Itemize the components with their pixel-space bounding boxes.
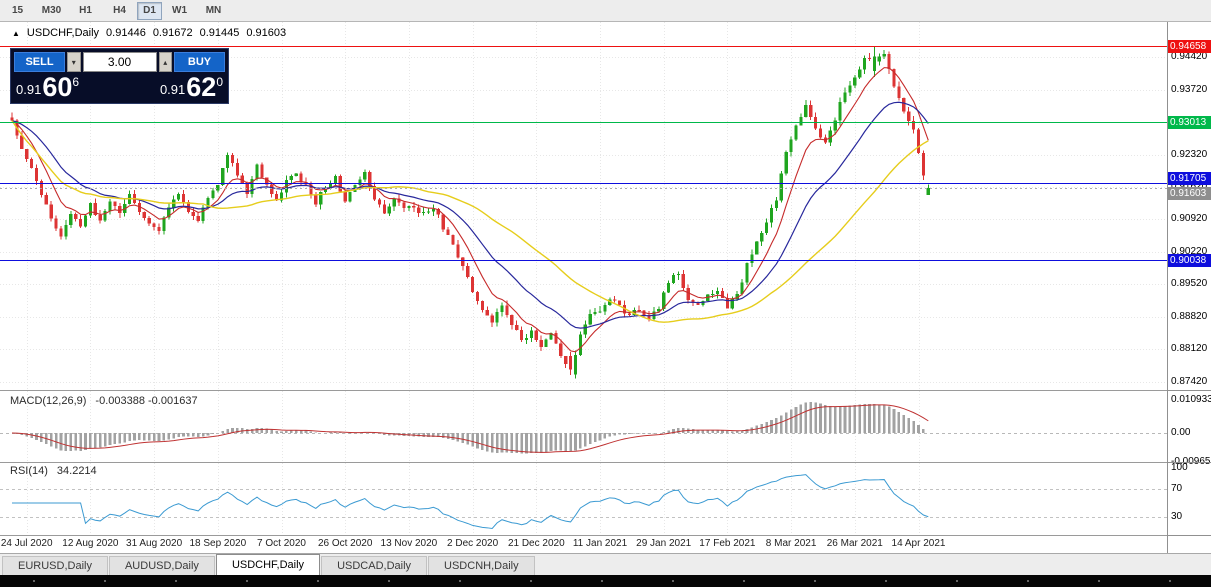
price-tag-label: 0.93013 <box>1168 116 1211 129</box>
rsi-axis-label: 70 <box>1171 483 1183 494</box>
buy-price-big: 62 <box>186 72 217 102</box>
date-label: 21 Dec 2020 <box>507 538 565 549</box>
pane-divider <box>1168 462 1211 463</box>
timeframe-button-h4[interactable]: H4 <box>113 5 126 16</box>
timeframe-button-15[interactable]: 15 <box>11 5 24 16</box>
sell-price-pip: 6 <box>72 75 80 89</box>
rsi-indicator-label: RSI(14) 34.2214 <box>10 465 97 477</box>
date-label: 18 Sep 2020 <box>189 538 247 549</box>
collapse-arrow-icon[interactable]: ▲ <box>12 28 20 38</box>
date-label: 14 Apr 2021 <box>891 538 946 549</box>
chevron-up-icon: ▴ <box>163 57 168 67</box>
taskbar <box>0 575 1211 587</box>
macd-pane <box>0 402 1167 454</box>
macd-axis-label: 0.00 <box>1171 427 1191 438</box>
low-value: 0.91445 <box>199 27 240 39</box>
chart-tab-bar: EURUSD,Daily AUDUSD,Daily USDCHF,Daily USDC… <box>0 553 1211 575</box>
price-tick-label: 0.88820 <box>1171 311 1208 322</box>
symbol-name: USDCHF,Daily <box>26 27 100 39</box>
price-tag-label: 0.94658 <box>1168 40 1211 53</box>
sell-price-big: 60 <box>42 72 73 102</box>
price-tag-label: 0.90038 <box>1168 254 1211 267</box>
price-tick-label: 0.90920 <box>1171 213 1208 224</box>
buy-price-pip: 0 <box>216 75 223 89</box>
timeframe-toolbar: 15 M30 H1 H4 D1 W1 MN <box>0 0 1211 22</box>
timeframe-button-d1[interactable]: D1 <box>137 1 162 20</box>
timeframe-button-w1[interactable]: W1 <box>172 5 187 16</box>
timeframe-button-h1[interactable]: H1 <box>79 5 92 16</box>
rsi-pane <box>0 474 1167 530</box>
date-label: 26 Mar 2021 <box>826 538 883 549</box>
price-tick-label: 0.93720 <box>1171 84 1208 95</box>
date-label: 26 Oct 2020 <box>317 538 373 549</box>
volume-increase-button[interactable]: ▴ <box>158 52 172 72</box>
date-label: 12 Aug 2020 <box>62 538 119 549</box>
chart-tab-usdcnh[interactable]: USDCNH,Daily <box>428 556 535 575</box>
macd-name: MACD(12,26,9) <box>10 395 87 407</box>
price-tag-label: 0.91705 <box>1168 172 1211 185</box>
volume-input[interactable] <box>82 52 157 72</box>
price-tick-label: 0.87420 <box>1171 376 1208 387</box>
date-label: 2 Dec 2020 <box>447 538 499 549</box>
moving-average-21 <box>11 101 929 329</box>
date-label: 17 Feb 2021 <box>699 538 756 549</box>
date-label: 31 Aug 2020 <box>126 538 183 549</box>
macd-indicator-label: MACD(12,26,9) -0.003388 -0.001637 <box>10 395 198 407</box>
price-scale[interactable]: 0.944200.937200.930200.923200.916200.909… <box>1167 22 1211 553</box>
moving-average-8 <box>11 67 929 353</box>
buy-price-display[interactable]: 0.91 62 0 <box>159 72 223 102</box>
macd-axis-label: -0.00965 <box>1171 456 1210 468</box>
timeframe-button-mn[interactable]: MN <box>205 5 222 16</box>
close-value: 0.91603 <box>246 27 287 39</box>
volume-decrease-button[interactable]: ▾ <box>67 52 81 72</box>
pane-divider <box>1168 390 1211 391</box>
date-label: 24 Jul 2020 <box>0 538 53 549</box>
price-chart-canvas[interactable] <box>0 22 1167 553</box>
timeframe-button-m30[interactable]: M30 <box>41 5 62 16</box>
high-value: 0.91672 <box>152 27 193 39</box>
buy-price-prefix: 0.91 <box>159 82 186 97</box>
rsi-axis-label: 100 <box>1171 462 1188 473</box>
rsi-axis-label: 30 <box>1171 511 1183 522</box>
date-label: 29 Jan 2021 <box>636 538 692 549</box>
macd-axis-label: 0.010933 <box>1171 394 1211 405</box>
price-tick-label: 0.92320 <box>1171 149 1208 160</box>
sell-price-display[interactable]: 0.91 60 6 <box>16 72 80 102</box>
price-tick-label: 0.94420 <box>1171 51 1208 62</box>
price-tick-label: 0.89520 <box>1171 278 1208 289</box>
chart-tab-usdcad[interactable]: USDCAD,Daily <box>321 556 428 575</box>
moving-average-40 <box>11 120 929 323</box>
price-tick-label: 0.88120 <box>1171 343 1208 354</box>
price-tag-label: 0.91603 <box>1168 187 1211 200</box>
date-label: 7 Oct 2020 <box>257 538 306 549</box>
price-tick-label: 0.90220 <box>1171 246 1208 257</box>
sell-button[interactable]: SELL <box>14 52 65 72</box>
date-label: 11 Jan 2021 <box>572 538 628 549</box>
pane-divider <box>1168 535 1211 536</box>
symbol-ohlc-readout: ▲ USDCHF,Daily 0.91446 0.91672 0.91445 0… <box>12 27 286 39</box>
chevron-down-icon: ▾ <box>71 57 76 67</box>
macd-values: -0.003388 -0.001637 <box>95 395 198 407</box>
buy-button[interactable]: BUY <box>174 52 225 72</box>
rsi-value: 34.2214 <box>56 465 97 477</box>
rsi-name: RSI(14) <box>10 465 48 477</box>
open-value: 0.91446 <box>106 27 146 39</box>
chart-tab-usdchf[interactable]: USDCHF,Daily <box>215 554 321 575</box>
chart-tab-eurusd[interactable]: EURUSD,Daily <box>2 556 108 575</box>
chart-region: 0.944200.937200.930200.923200.916200.909… <box>0 22 1211 553</box>
date-label: 8 Mar 2021 <box>765 538 817 549</box>
chart-tab-audusd[interactable]: AUDUSD,Daily <box>108 556 215 575</box>
sell-price-prefix: 0.91 <box>16 82 42 97</box>
date-label: 13 Nov 2020 <box>380 538 438 549</box>
